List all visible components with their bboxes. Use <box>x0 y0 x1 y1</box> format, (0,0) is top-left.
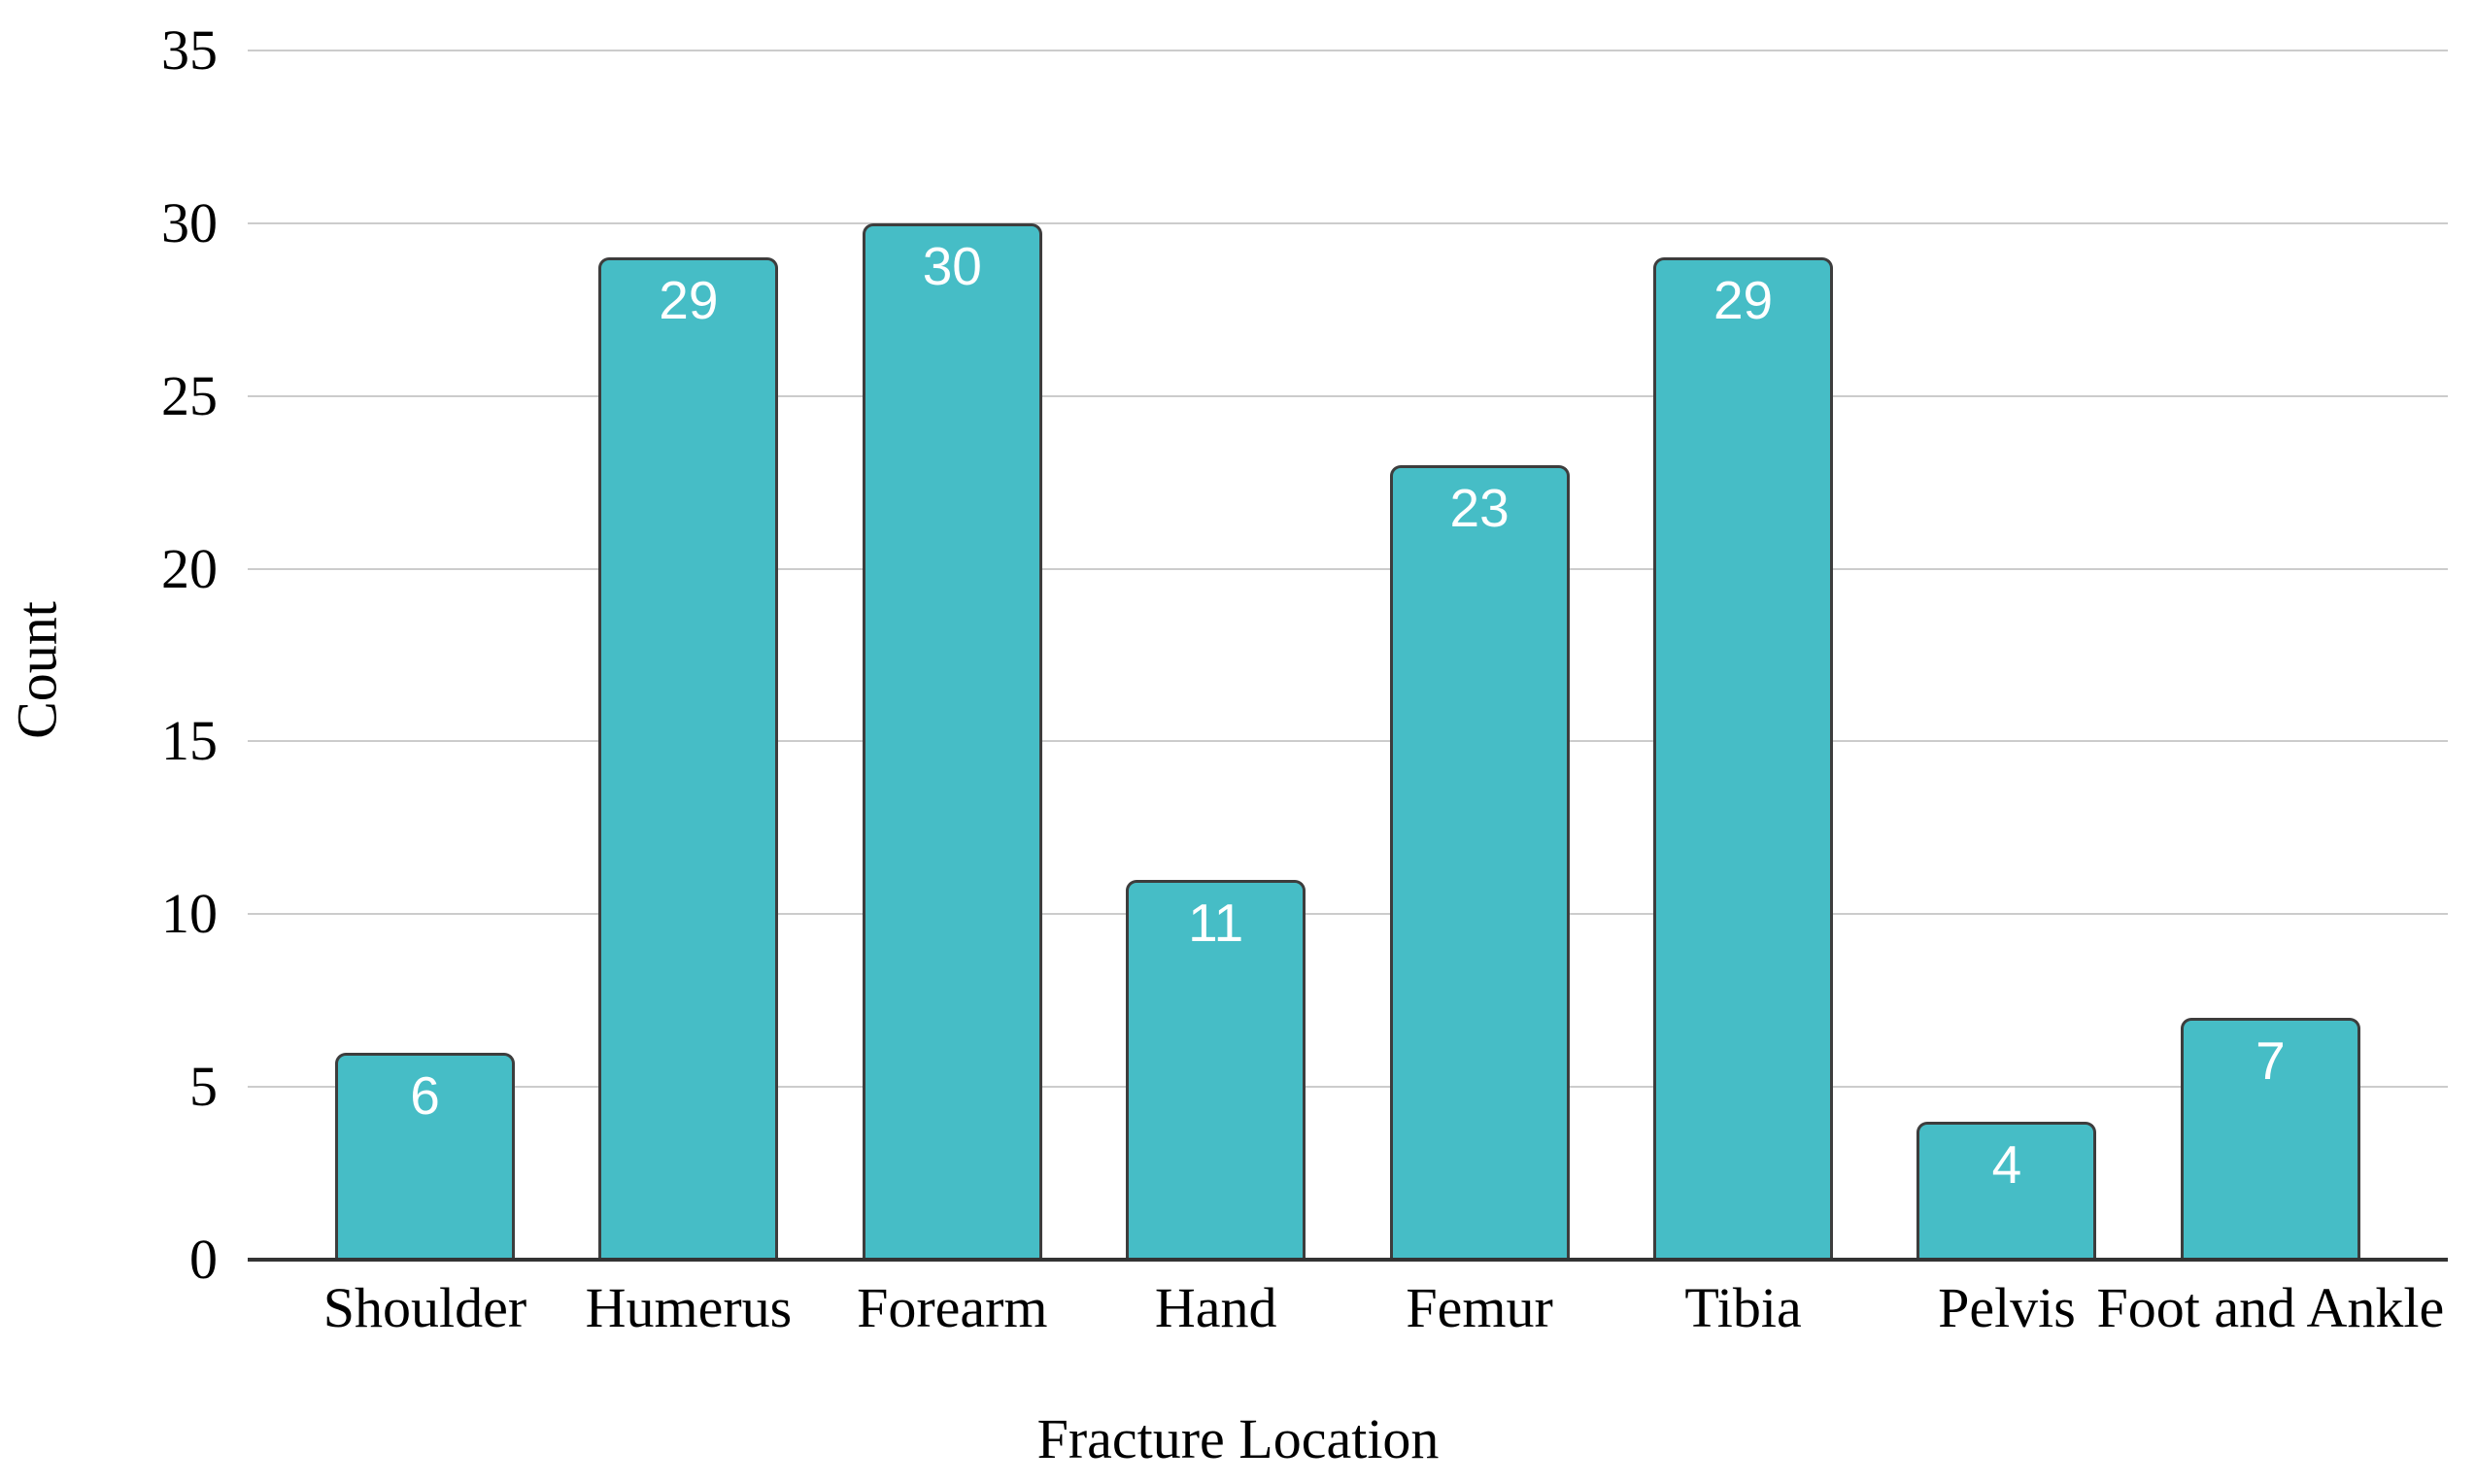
bar-hand: 11 <box>1126 879 1306 1260</box>
x-axis-title: Fracture Location <box>1036 1407 1440 1470</box>
x-category-label-tibia: Tibia <box>1684 1276 1802 1339</box>
x-category-label-shoulder: Shoulder <box>322 1276 527 1339</box>
gridline-25 <box>248 394 2448 397</box>
y-tick-label-20: 20 <box>161 536 218 600</box>
bar-value-label: 4 <box>1991 1133 2022 1195</box>
plot-area: 6 29 30 11 23 29 4 7 <box>248 50 2448 1262</box>
bar-value-label: 29 <box>659 270 719 331</box>
gridline-20 <box>248 567 2448 570</box>
x-category-label-foot-and-ankle: Foot and Ankle <box>2096 1276 2445 1339</box>
y-tick-label-5: 5 <box>189 1055 218 1119</box>
gridline-30 <box>248 221 2448 224</box>
bar-tibia: 29 <box>1653 257 1834 1260</box>
y-tick-label-25: 25 <box>161 363 218 427</box>
y-tick-label-15: 15 <box>161 709 218 773</box>
bar-value-label: 30 <box>922 235 982 296</box>
y-axis: 0 5 10 15 20 25 30 35 <box>0 22 218 1288</box>
bar-foot-and-ankle: 7 <box>2180 1018 2360 1260</box>
bar-femur: 23 <box>1389 464 1570 1260</box>
bar-value-label: 6 <box>410 1064 440 1126</box>
y-tick-label-0: 0 <box>189 1228 218 1291</box>
gridline-10 <box>248 913 2448 916</box>
x-category-label-humerus: Humerus <box>585 1276 793 1339</box>
gridline-15 <box>248 740 2448 743</box>
gridline-5 <box>248 1086 2448 1089</box>
x-category-label-femur: Femur <box>1406 1276 1553 1339</box>
bar-value-label: 11 <box>1188 892 1244 953</box>
x-axis: Shoulder Humerus Forearm Hand Femur Tibia Pelv… <box>248 1274 2448 1352</box>
bar-pelvis: 4 <box>1916 1121 2097 1260</box>
gridline-35 <box>248 50 2448 51</box>
x-category-label-hand: Hand <box>1154 1276 1277 1339</box>
x-axis-line <box>248 1258 2448 1262</box>
bar-humerus: 29 <box>598 257 779 1260</box>
y-tick-label-10: 10 <box>161 882 218 946</box>
bar-value-label: 7 <box>2256 1030 2286 1091</box>
bar-forearm: 30 <box>862 222 1042 1260</box>
x-category-label-forearm: Forearm <box>857 1276 1048 1339</box>
bar-value-label: 23 <box>1449 477 1509 538</box>
x-category-label-pelvis: Pelvis <box>1938 1276 2076 1339</box>
y-tick-label-35: 35 <box>161 18 218 82</box>
bar-shoulder: 6 <box>334 1052 515 1260</box>
y-tick-label-30: 30 <box>161 190 218 254</box>
bar-value-label: 29 <box>1713 270 1774 331</box>
